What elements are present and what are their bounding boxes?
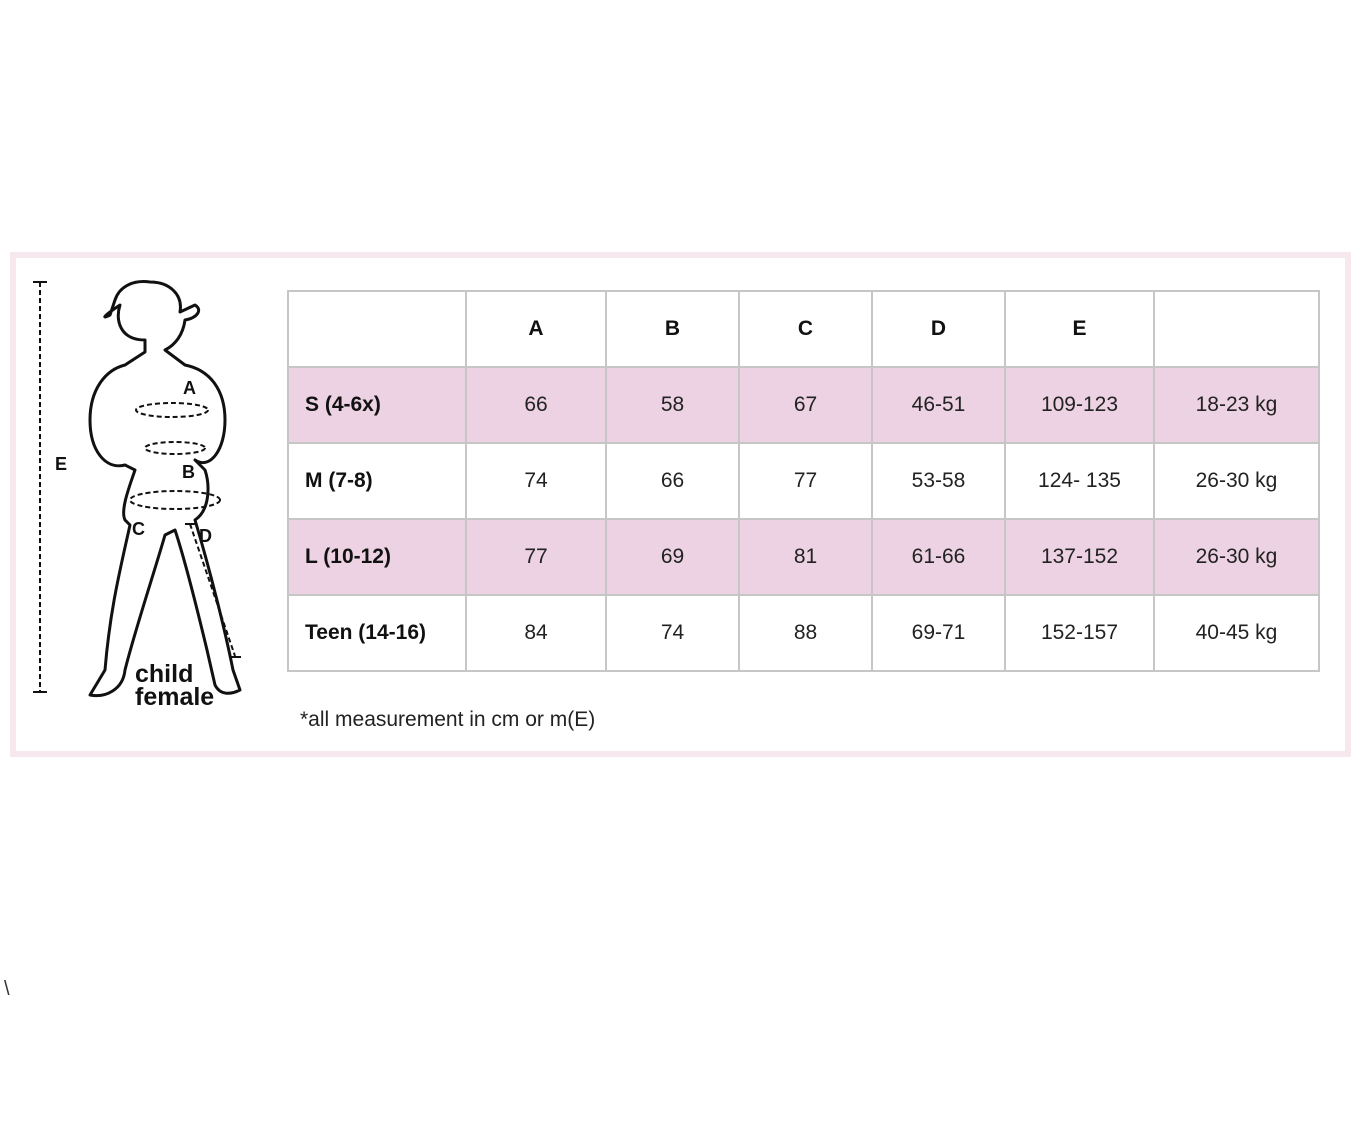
size-table: A B C D E S (4-6x) 66 58 67 46-51 109-12…	[287, 290, 1320, 672]
size-cell: M (7-8)	[287, 442, 467, 520]
table-cell: 46-51	[871, 366, 1006, 444]
header-cell: D	[871, 290, 1006, 368]
header-cell: B	[605, 290, 740, 368]
label-b: B	[182, 462, 195, 482]
table-cell: 124- 135	[1004, 442, 1155, 520]
table-cell: 69-71	[871, 594, 1006, 672]
table-cell: 66	[465, 366, 607, 444]
table-cell: 26-30 kg	[1153, 442, 1320, 520]
label-a: A	[183, 378, 196, 398]
table-cell: 77	[465, 518, 607, 596]
header-cell: E	[1004, 290, 1155, 368]
table-cell: 40-45 kg	[1153, 594, 1320, 672]
table-cell: 61-66	[871, 518, 1006, 596]
label-e: E	[55, 454, 67, 474]
table-cell: 26-30 kg	[1153, 518, 1320, 596]
table-cell: 152-157	[1004, 594, 1155, 672]
caption-line1: child	[135, 660, 193, 688]
table-row: M (7-8) 74 66 77 53-58 124- 135 26-30 kg	[287, 442, 1320, 520]
table-row: S (4-6x) 66 58 67 46-51 109-123 18-23 kg	[287, 366, 1320, 444]
table-cell: 109-123	[1004, 366, 1155, 444]
size-cell: Teen (14-16)	[287, 594, 467, 672]
label-c: C	[132, 519, 145, 539]
table-cell: 18-23 kg	[1153, 366, 1320, 444]
size-cell: L (10-12)	[287, 518, 467, 596]
table-cell: 74	[605, 594, 740, 672]
table-cell: 77	[738, 442, 873, 520]
stray-character: \	[4, 978, 10, 1000]
header-row: A B C D E	[287, 290, 1320, 368]
label-d: D	[199, 526, 212, 546]
header-cell: A	[465, 290, 607, 368]
body-outline	[88, 280, 242, 698]
table-cell: 66	[605, 442, 740, 520]
table-row: L (10-12) 77 69 81 61-66 137-152 26-30 k…	[287, 518, 1320, 596]
table-cell: 58	[605, 366, 740, 444]
table-cell: 67	[738, 366, 873, 444]
header-cell	[1153, 290, 1320, 368]
child-female-measurement-figure: A B C D E child female	[33, 280, 242, 711]
caption-line2: female	[135, 683, 214, 711]
table-row: Teen (14-16) 84 74 88 69-71 152-157 40-4…	[287, 594, 1320, 672]
table-cell: 69	[605, 518, 740, 596]
header-cell: C	[738, 290, 873, 368]
measurement-note: *all measurement in cm or m(E)	[300, 708, 596, 731]
table-cell: 137-152	[1004, 518, 1155, 596]
header-cell	[287, 290, 467, 368]
table-cell: 81	[738, 518, 873, 596]
table-cell: 74	[465, 442, 607, 520]
table-cell: 53-58	[871, 442, 1006, 520]
size-cell: S (4-6x)	[287, 366, 467, 444]
table-cell: 84	[465, 594, 607, 672]
table-cell: 88	[738, 594, 873, 672]
